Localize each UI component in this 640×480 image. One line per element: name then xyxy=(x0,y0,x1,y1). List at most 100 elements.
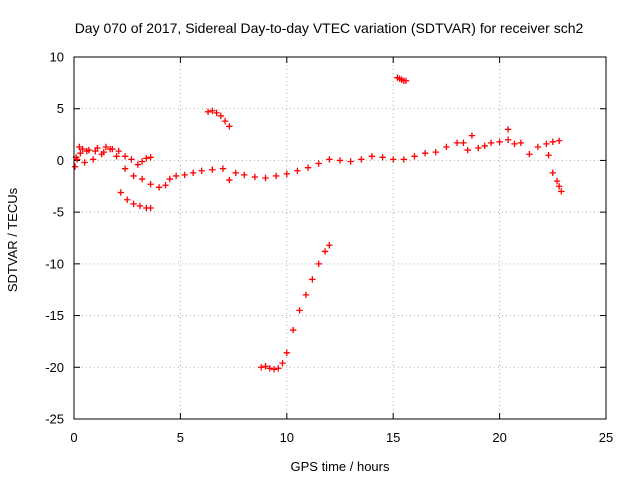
data-point xyxy=(251,173,259,181)
y-tick-label: -25 xyxy=(45,412,64,427)
data-point xyxy=(336,157,344,164)
data-point xyxy=(275,365,282,372)
data-point xyxy=(262,174,269,182)
y-tick-label: -5 xyxy=(52,205,64,220)
data-point xyxy=(517,139,525,147)
data-point xyxy=(113,153,120,160)
data-point xyxy=(511,140,518,148)
data-point xyxy=(555,183,563,190)
data-point xyxy=(147,204,154,212)
data-point xyxy=(262,363,269,370)
data-point xyxy=(468,132,476,139)
x-tick-label: 20 xyxy=(492,430,506,445)
y-tick-label: 5 xyxy=(57,101,64,116)
data-point xyxy=(358,156,365,163)
data-point xyxy=(143,155,150,162)
data-point xyxy=(219,165,227,172)
data-point xyxy=(121,153,129,160)
data-point xyxy=(172,172,180,180)
data-point xyxy=(379,154,386,161)
data-point xyxy=(496,138,503,146)
data-point xyxy=(279,359,286,367)
data-point xyxy=(198,167,205,174)
series-upper-points xyxy=(394,74,410,84)
series-late-isolated xyxy=(468,126,512,139)
data-point xyxy=(266,365,273,372)
data-point xyxy=(117,189,125,196)
data-point xyxy=(326,242,333,249)
data-point xyxy=(558,188,565,195)
data-point xyxy=(545,152,552,159)
data-point xyxy=(549,169,556,177)
y-tick-label: -10 xyxy=(45,256,64,271)
data-point xyxy=(115,147,122,155)
data-point xyxy=(347,158,354,165)
data-point xyxy=(213,109,220,117)
data-point xyxy=(315,160,322,167)
data-point xyxy=(289,326,297,334)
data-point xyxy=(130,200,137,208)
data-point xyxy=(221,117,229,125)
data-point xyxy=(402,77,410,84)
plot-frame xyxy=(73,56,607,420)
data-point xyxy=(209,107,216,114)
x-tick-label: 5 xyxy=(177,430,184,445)
data-point xyxy=(390,156,397,163)
data-point xyxy=(294,167,301,174)
data-point xyxy=(71,163,79,170)
data-point xyxy=(460,139,467,147)
y-tick-label: -20 xyxy=(45,360,64,375)
x-axis-label: GPS time / hours xyxy=(291,459,390,474)
data-point xyxy=(241,171,248,179)
data-point xyxy=(464,146,471,154)
data-point xyxy=(130,172,137,180)
data-point xyxy=(102,143,110,151)
x-tick-label: 15 xyxy=(386,430,400,445)
data-point xyxy=(128,156,135,163)
x-tick-label: 0 xyxy=(70,430,77,445)
data-point xyxy=(181,171,188,179)
y-tick-label: -15 xyxy=(45,308,64,323)
data-point xyxy=(138,175,146,183)
data-point xyxy=(124,196,131,203)
x-tick-label: 10 xyxy=(280,430,294,445)
data-point xyxy=(555,137,563,144)
data-point xyxy=(443,143,450,151)
data-point xyxy=(232,169,239,177)
y-tick-label: 0 xyxy=(57,153,64,168)
data-point xyxy=(315,260,322,268)
data-point xyxy=(487,139,495,147)
data-point xyxy=(166,175,173,183)
data-point xyxy=(79,145,86,153)
data-point xyxy=(134,161,142,168)
axis-ticks: 0 5 10 15 20 25 10 5 0 -5 -10 -15 -20 -25 xyxy=(45,50,613,446)
series-start-scatter xyxy=(71,143,105,170)
grid xyxy=(74,57,606,419)
data-point xyxy=(89,156,97,163)
data-point xyxy=(553,177,561,185)
data-point xyxy=(155,184,163,191)
data-point xyxy=(85,146,93,154)
series-mid-arc xyxy=(204,107,233,130)
data-point xyxy=(421,149,429,157)
data-point xyxy=(109,145,116,153)
data-point xyxy=(272,172,280,180)
data-point xyxy=(400,156,408,163)
data-point xyxy=(147,181,154,188)
data-point xyxy=(504,136,512,143)
data-point xyxy=(226,176,233,184)
data-point xyxy=(432,148,439,156)
data-point xyxy=(304,164,312,171)
data-point xyxy=(309,276,316,283)
data-point xyxy=(121,165,129,172)
data-point xyxy=(209,166,216,173)
data-point xyxy=(321,248,329,255)
data-point xyxy=(270,366,278,373)
data-point xyxy=(549,138,556,146)
data-point xyxy=(296,307,303,314)
data-point xyxy=(368,153,376,160)
data-point xyxy=(189,169,197,177)
data-point xyxy=(204,108,212,116)
y-axis-label: SDTVAR / TECUs xyxy=(5,187,20,292)
x-tick-label: 25 xyxy=(599,430,613,445)
